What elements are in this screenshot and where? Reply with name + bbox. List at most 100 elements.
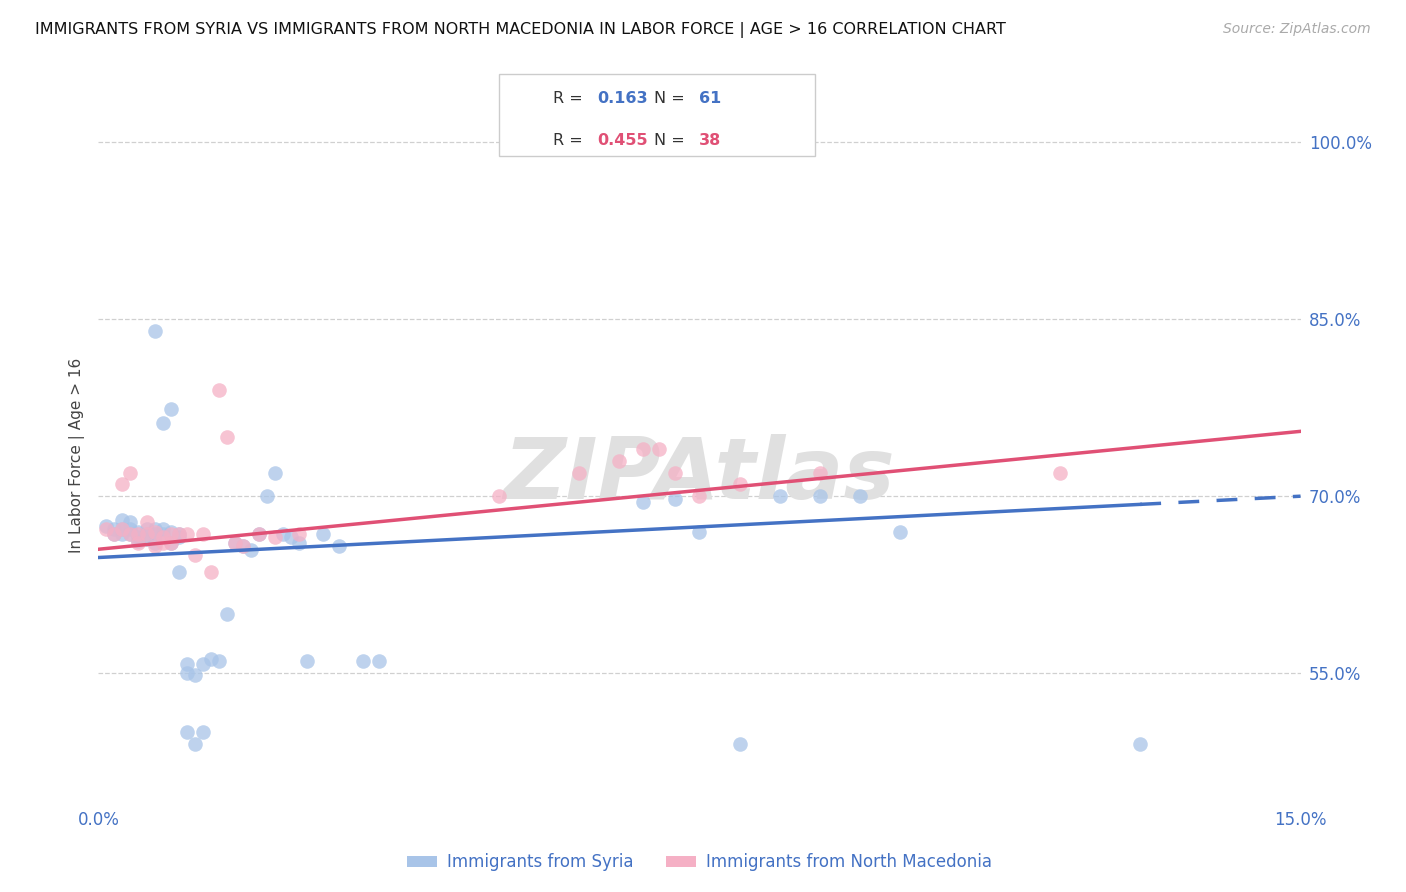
Point (152, 416, 174, 430)
Point (183, 737, 205, 751)
Text: R =: R = (553, 133, 588, 147)
Point (664, 491, 686, 506)
Y-axis label: In Labor Force | Age > 16: In Labor Force | Age > 16 (69, 358, 84, 552)
Point (191, 657, 214, 671)
Point (183, 548, 205, 562)
Point (1129, 737, 1152, 751)
Point (143, 524, 166, 539)
Point (232, 539, 254, 553)
Point (368, 654, 391, 668)
Point (120, 522, 142, 536)
Point (152, 527, 174, 541)
Point (609, 454, 631, 468)
Point (232, 539, 254, 553)
Text: 0.455: 0.455 (598, 133, 648, 147)
Point (352, 654, 374, 668)
Point (728, 477, 751, 491)
Point (111, 477, 134, 491)
Point (111, 522, 134, 536)
Point (247, 527, 270, 541)
Point (200, 652, 222, 666)
Point (128, 524, 150, 539)
Point (689, 524, 711, 539)
Point (120, 466, 142, 480)
Point (128, 527, 150, 541)
Point (224, 536, 246, 550)
Point (256, 489, 278, 503)
Point (103, 527, 125, 541)
Point (103, 527, 125, 541)
Point (664, 466, 686, 480)
Point (176, 657, 198, 671)
Point (208, 654, 231, 668)
Point (889, 524, 911, 539)
Point (263, 466, 285, 480)
Point (135, 527, 157, 541)
Point (135, 532, 157, 546)
Point (239, 543, 262, 558)
Point (96, 522, 118, 536)
Point (96, 518, 118, 533)
Text: 0.163: 0.163 (598, 91, 648, 105)
Point (103, 522, 125, 536)
Point (111, 513, 134, 527)
Point (120, 527, 142, 541)
Point (271, 527, 294, 541)
Point (176, 666, 198, 681)
Point (200, 565, 222, 579)
Point (128, 534, 150, 549)
Point (633, 442, 655, 456)
Text: Source: ZipAtlas.com: Source: ZipAtlas.com (1223, 22, 1371, 37)
Point (176, 527, 198, 541)
Point (648, 442, 671, 456)
Point (159, 524, 181, 539)
Point (849, 489, 872, 503)
Text: 38: 38 (699, 133, 721, 147)
Point (215, 607, 238, 621)
Point (191, 527, 214, 541)
Point (111, 522, 134, 536)
Point (176, 725, 198, 739)
Point (263, 531, 285, 545)
Text: 61: 61 (699, 91, 721, 105)
Point (295, 654, 318, 668)
Point (288, 536, 311, 550)
Point (191, 725, 214, 739)
Point (769, 489, 792, 503)
Point (135, 527, 157, 541)
Point (159, 527, 181, 541)
Point (312, 527, 335, 541)
Point (167, 531, 190, 545)
Point (808, 466, 831, 480)
Point (143, 536, 166, 550)
Point (183, 668, 205, 682)
Point (215, 430, 238, 444)
Point (143, 522, 166, 536)
Point (208, 383, 231, 397)
Point (808, 489, 831, 503)
Point (280, 531, 302, 545)
Point (152, 522, 174, 536)
Point (128, 531, 150, 545)
Point (143, 539, 166, 553)
Point (633, 495, 655, 509)
Point (689, 489, 711, 503)
Point (152, 531, 174, 545)
Point (167, 527, 190, 541)
Text: N =: N = (654, 91, 690, 105)
Point (224, 536, 246, 550)
Point (1049, 466, 1071, 480)
Point (328, 539, 350, 553)
Text: R =: R = (553, 91, 588, 105)
Point (247, 527, 270, 541)
Point (159, 536, 181, 550)
Point (143, 527, 166, 541)
Point (159, 536, 181, 550)
Point (120, 527, 142, 541)
Point (128, 536, 150, 550)
Point (135, 522, 157, 536)
Point (135, 515, 157, 529)
Text: IMMIGRANTS FROM SYRIA VS IMMIGRANTS FROM NORTH MACEDONIA IN LABOR FORCE | AGE > : IMMIGRANTS FROM SYRIA VS IMMIGRANTS FROM… (35, 22, 1007, 38)
Point (488, 489, 510, 503)
Point (288, 527, 311, 541)
